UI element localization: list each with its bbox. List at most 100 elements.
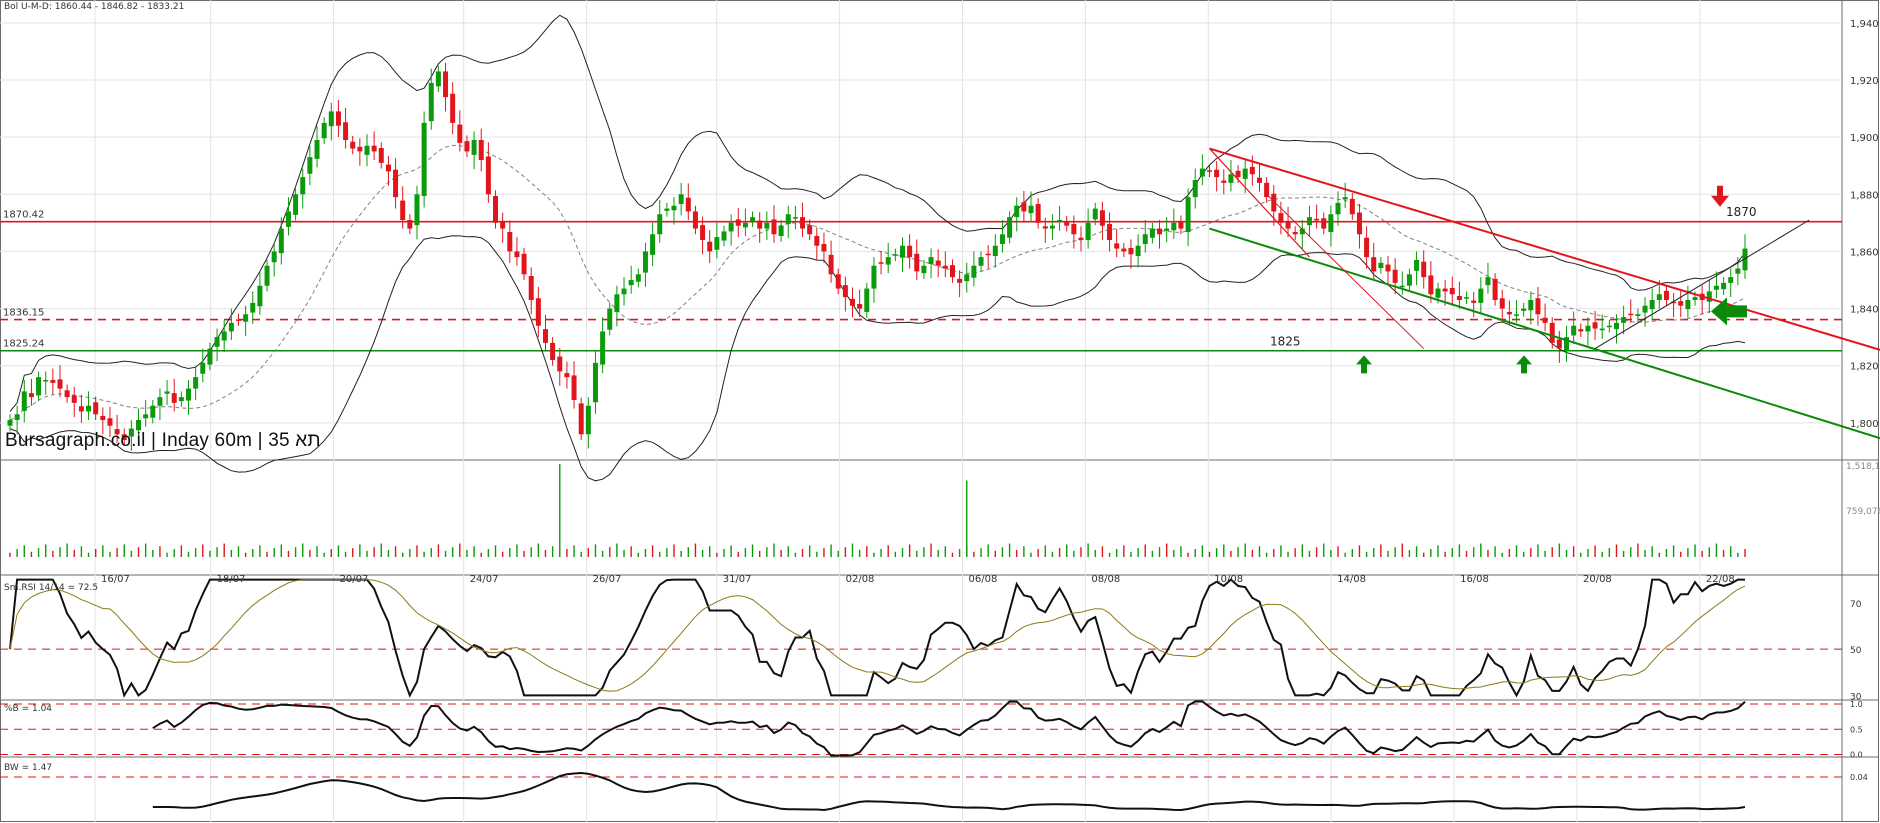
bollinger-bands [9,14,1746,482]
candle-body [1571,325,1577,336]
candle-body [992,245,998,256]
candle-body [778,225,784,236]
bw-line [152,771,1746,812]
candle-body [750,217,756,222]
candle-body [128,428,134,437]
x-tick-label: 20/07 [340,574,369,585]
candle-body [1635,314,1641,316]
candle-body [642,251,648,273]
bandwidth-panel-title: BW = 1.47 [4,763,53,773]
rsi-panel-title: Sm.RSI 14/14 = 72.5 [4,583,99,593]
price-panel-title: Bol U-M-D: 1860.44 - 1846.82 - 1833.21 [4,2,185,12]
candle-body [107,418,113,426]
candle-body [978,257,984,266]
chart-watermark: Bursagraph.co.il | Inday 60m | תא 35 [5,430,321,451]
candle-body [1264,182,1270,198]
candle-body [907,245,913,258]
candle-body [50,380,56,383]
candle-body [1042,226,1048,229]
candle-body [307,157,313,174]
x-tick-label: 06/08 [969,574,998,585]
candle-body [800,217,806,229]
candle-body [1057,220,1063,223]
candle-body [564,373,570,378]
horizontal-levels: 1870.42 1836.15 1825.24 [0,210,1842,352]
candle-body [1406,274,1412,286]
candle-body [1485,277,1491,286]
candle-body [1285,221,1291,229]
breakout-line [1594,219,1810,350]
candle-body [707,241,713,252]
candle-body [592,362,598,403]
candle-body [1706,291,1712,302]
candle-body [1157,228,1163,235]
candle-body [1414,260,1420,271]
candle-body [621,288,627,295]
candle-body [892,254,898,256]
candle-body [100,416,106,420]
x-tick-label: 18/07 [217,574,246,585]
candle-body [314,140,320,159]
signal-arrows [1356,185,1747,374]
candle-body [321,122,327,139]
candle-body [43,380,49,382]
candle-body [507,232,513,252]
candle-body [1606,325,1612,328]
candle-body [921,265,927,274]
candle-body [657,214,663,235]
candle-body [493,196,499,223]
lower-band [9,235,1746,482]
candle-body [1535,298,1541,315]
candle-body [949,265,955,278]
candle-body [857,304,863,309]
candle-body [1028,205,1034,214]
candle-body [764,222,770,229]
percent-b-panel-title: %B = 1.04 [4,704,53,714]
trend-lines: 1825 1870 [1209,147,1880,440]
candle-body [385,164,391,172]
candle-body [828,254,834,275]
candle-body [1221,180,1227,183]
middle-band [9,144,1746,421]
candle-body [814,236,820,246]
candle-body [1114,243,1120,249]
candle-body [871,265,877,289]
candle-body [664,208,670,211]
candle-body [864,288,870,312]
candle-body [1685,300,1691,310]
candle-body [1335,202,1341,215]
candle-body [528,276,534,300]
candle-body [1528,300,1534,311]
left-arrow [1711,297,1747,326]
candle-body [1007,217,1013,238]
candle-body [728,222,734,232]
support-trendline [1209,227,1880,440]
candle-body [435,71,441,87]
candle-body [1142,234,1148,244]
candle-body [121,434,127,440]
candle-body [293,194,299,215]
candle-body [178,397,184,402]
candle-body [500,221,506,229]
candle-body [628,280,634,286]
candle-body [1349,198,1355,215]
candle-body [1399,285,1405,288]
level-label: 1836.15 [3,308,44,319]
candle-body [600,331,606,365]
candle-body [285,211,291,227]
candle-body [1449,288,1455,295]
candle-body [57,379,63,389]
candle-body [343,122,349,140]
x-tick-label: 10/08 [1214,574,1243,585]
axis-labels: 1,800 1,820 1,840 1,860 1,880 1,900 1,920 1,940… [101,19,1879,585]
candle-body [1692,297,1698,300]
candle-body [821,244,827,252]
candle-body [571,375,577,400]
candle-body [1171,222,1177,231]
candle-body [1578,329,1584,332]
candle-body [1199,168,1205,177]
candle-body [671,205,677,211]
candle-body [1713,285,1719,290]
up-arrow [1516,355,1532,374]
